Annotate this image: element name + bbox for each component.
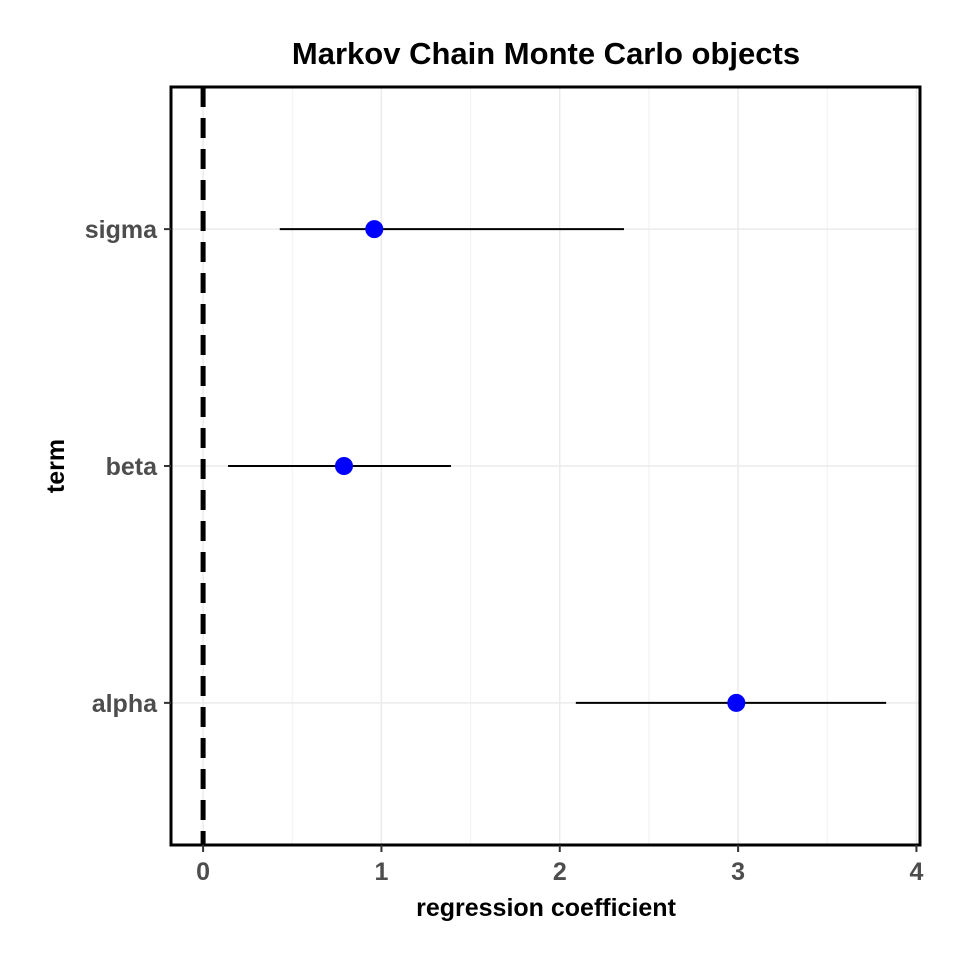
x-tick-label: 3 [731, 858, 745, 886]
x-tick-label: 4 [909, 858, 923, 886]
point-group [334, 220, 746, 712]
chart-title: Markov Chain Monte Carlo objects [292, 36, 800, 71]
point-alpha [727, 693, 746, 712]
x-axis: 0 1 2 3 4 [196, 845, 923, 886]
x-tick-label: 1 [374, 858, 388, 886]
point-sigma [365, 220, 384, 239]
x-axis-title: regression coefficient [416, 894, 676, 922]
y-axis: alpha beta sigma [85, 216, 171, 718]
x-tick-label: 0 [196, 858, 210, 886]
point-beta [334, 457, 353, 475]
x-tick-label: 2 [553, 858, 567, 886]
y-tick-label: beta [106, 453, 159, 481]
y-tick-label: alpha [92, 690, 158, 718]
y-axis-title: term [42, 439, 70, 493]
y-tick-label: sigma [85, 216, 158, 244]
